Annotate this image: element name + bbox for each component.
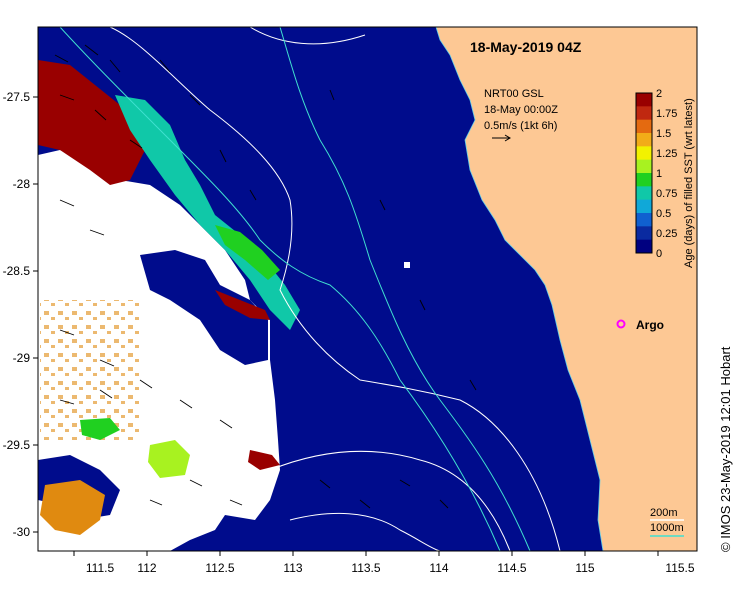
lon-label: 114 xyxy=(429,561,448,575)
lon-label: 115 xyxy=(575,561,594,575)
isobath-label-1000m: 1000m xyxy=(650,522,684,534)
vector-source: NRT00 GSL xyxy=(484,88,544,100)
isobath-200m-south-2 xyxy=(289,513,441,551)
orange-sst-patch xyxy=(40,480,105,535)
green-sst-band xyxy=(215,225,280,280)
lon-label: 113.5 xyxy=(351,561,380,575)
isobath-1000m-2 xyxy=(279,27,531,551)
colorbar-ticks: 2 1.75 1.5 1.25 1 0.75 0.5 0.25 0 xyxy=(656,88,677,260)
plot-frame xyxy=(37,26,698,552)
vector-time: 18-May 00:00Z xyxy=(484,104,558,116)
missing-data-region xyxy=(38,150,280,551)
current-vector-field xyxy=(54,44,477,509)
isobath-200m-south xyxy=(269,450,511,551)
isobath-1000m xyxy=(59,27,501,551)
colorbar-swatch xyxy=(636,106,652,121)
lat-label: -28.5 xyxy=(3,264,31,278)
colorbar-swatch xyxy=(636,199,652,214)
colorbar: 2 1.75 1.5 1.25 1 0.75 0.5 0.25 0 Age (d… xyxy=(635,88,695,268)
vector-scale: 0.5m/s (1kt 6h) xyxy=(484,120,557,132)
colorbar-tick: 0.5 xyxy=(656,208,671,220)
map-title: 18-May-2019 04Z xyxy=(470,39,582,55)
x-axis-ticks xyxy=(73,551,659,556)
colorbar-swatch xyxy=(636,173,652,187)
old-sst-patch-3 xyxy=(248,450,280,470)
isobath-200m xyxy=(109,27,561,551)
colorbar-swatch xyxy=(636,186,652,201)
colorbar-swatch xyxy=(636,119,652,134)
teal-sst-band xyxy=(115,95,300,330)
colorbar-tick: 1.75 xyxy=(656,108,677,120)
colorbar-swatch xyxy=(636,239,652,254)
old-sst-patch xyxy=(38,60,145,185)
colorbar-swatch xyxy=(636,93,652,107)
colorbar-swatch xyxy=(636,226,652,241)
lime-sst-patch xyxy=(148,440,190,478)
colorbar-tick: 1.5 xyxy=(656,128,671,140)
credit-text: © IMOS 23-May-2019 12:01 Hobart xyxy=(718,346,733,552)
colorbar-tick: 2 xyxy=(656,88,662,100)
isobath-label-200m: 200m xyxy=(650,507,678,519)
island-marker xyxy=(404,262,410,268)
colorbar-frame xyxy=(635,92,653,254)
isobath-200m-north xyxy=(249,27,366,45)
orange-speckle-area xyxy=(40,300,140,440)
lat-label: -27.5 xyxy=(3,90,31,104)
green-sst-patch xyxy=(80,418,120,440)
colorbar-tick: 1.25 xyxy=(656,148,677,160)
lon-label: 114.5 xyxy=(497,561,526,575)
colorbar-tick: 0.25 xyxy=(656,228,677,240)
lat-label: -29 xyxy=(13,351,31,365)
colorbar-swatch xyxy=(636,133,652,147)
old-sst-patch-2 xyxy=(215,290,270,320)
coastline xyxy=(435,27,604,551)
lat-label: -30 xyxy=(13,525,31,539)
x-axis-labels: 111.5 112 112.5 113 113.5 114 114.5 115 … xyxy=(86,561,695,575)
colorbar-swatch xyxy=(636,146,652,161)
colorbar-swatch xyxy=(636,213,652,227)
argo-float: Argo xyxy=(616,318,664,332)
y-axis-ticks xyxy=(33,96,38,533)
arrowhead-icon xyxy=(504,134,511,142)
map-plot-area xyxy=(38,27,697,551)
y-axis-labels: -27.5 -28 -28.5 -29 -29.5 -30 xyxy=(3,90,31,539)
lon-label: 111.5 xyxy=(86,561,115,575)
lon-label: 115.5 xyxy=(665,561,694,575)
lon-label: 112 xyxy=(137,561,156,575)
lon-label: 113 xyxy=(283,561,302,575)
colorbar-tick: 0.75 xyxy=(656,188,677,200)
ocean-intrusion xyxy=(140,250,268,365)
argo-marker-icon xyxy=(616,319,626,329)
isobath-legend: 200m 1000m xyxy=(650,507,684,537)
land-mass xyxy=(436,27,697,551)
colorbar-tick: 1 xyxy=(656,168,662,180)
colorbar-label: Age (days) of filled SST (wrt latest) xyxy=(683,98,695,268)
colorbar-swatches xyxy=(636,93,652,254)
lat-label: -28 xyxy=(13,177,31,191)
lon-label: 112.5 xyxy=(205,561,234,575)
argo-label: Argo xyxy=(636,318,664,332)
colorbar-swatch xyxy=(636,159,652,174)
colorbar-tick: 0 xyxy=(656,248,662,260)
current-vectors-key: NRT00 GSL 18-May 00:00Z 0.5m/s (1kt 6h) xyxy=(484,88,558,142)
lat-label: -29.5 xyxy=(3,438,31,452)
